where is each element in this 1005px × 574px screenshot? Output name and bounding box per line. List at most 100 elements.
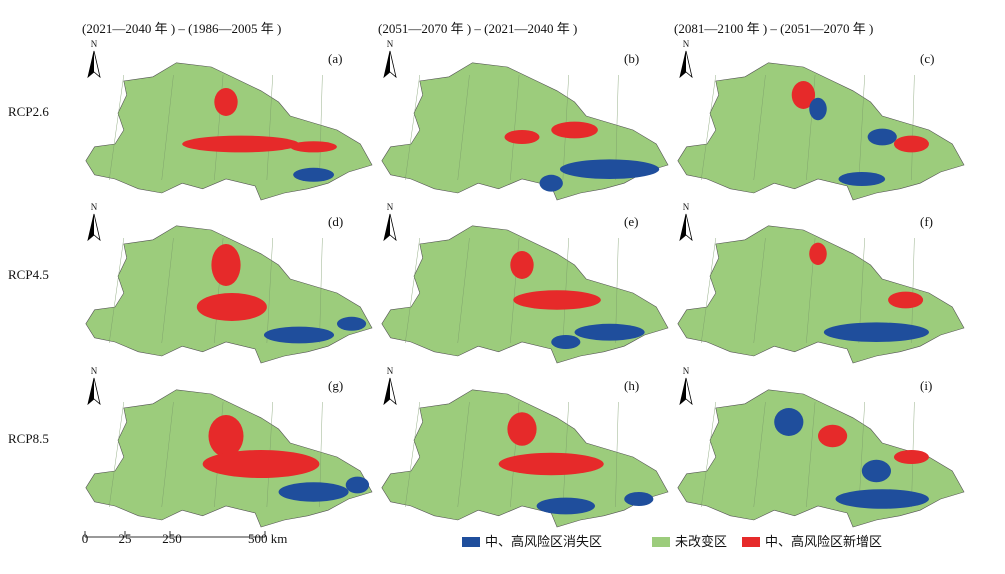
county-border <box>457 401 470 508</box>
county-border <box>161 74 174 181</box>
north-label: N <box>91 202 98 212</box>
map-panel: (g) N <box>85 366 373 528</box>
region <box>85 62 373 201</box>
north-label: N <box>387 202 394 212</box>
risk-lost-area <box>624 492 654 506</box>
county-border <box>161 401 174 508</box>
risk-lost-area <box>278 482 349 502</box>
map-panel: (e) N <box>381 202 669 364</box>
panel-label: (f) <box>920 214 933 229</box>
north-label: N <box>91 39 98 49</box>
county-border <box>753 237 766 344</box>
map-panel: (a) N <box>85 39 373 201</box>
row-label: RCP8.5 <box>8 431 49 446</box>
risk-lost-area <box>336 316 367 331</box>
map-panel: (f) N <box>677 202 965 364</box>
risk-new-area <box>208 415 244 457</box>
panel-label: (g) <box>328 378 343 393</box>
risk-lost-area <box>345 476 370 494</box>
panel-label: (b) <box>624 51 639 66</box>
north-arrow-half <box>384 214 390 240</box>
scale-label: 500 km <box>248 531 287 546</box>
legend-swatch <box>742 537 760 547</box>
legend-label: 中、高风险区消失区 <box>485 534 602 549</box>
risk-lost-area <box>861 459 892 483</box>
legend-swatch <box>462 537 480 547</box>
risk-lost-area <box>809 97 827 121</box>
risk-new-area <box>893 135 929 153</box>
county-border <box>319 237 323 344</box>
north-arrow-half <box>384 51 390 77</box>
risk-new-area <box>214 88 238 116</box>
panel-label: (a) <box>328 51 342 66</box>
scale-label: 25 <box>119 531 132 546</box>
map-panel: (c) N <box>677 39 965 201</box>
panel-label: (h) <box>624 378 639 393</box>
map-panel: (i) N <box>677 366 965 528</box>
risk-lost-area <box>559 159 660 179</box>
north-label: N <box>387 39 394 49</box>
county-border <box>858 74 865 181</box>
risk-new-area <box>202 450 320 478</box>
north-label: N <box>387 366 394 376</box>
risk-new-area <box>791 81 816 109</box>
map-panel: (h) N <box>381 366 669 528</box>
county-border <box>405 401 420 508</box>
county-border <box>266 74 273 181</box>
north-label: N <box>683 39 690 49</box>
county-border <box>753 401 766 508</box>
county-border <box>457 237 470 344</box>
county-border <box>701 401 716 508</box>
north-arrow-half <box>88 378 94 404</box>
county-border <box>109 401 124 508</box>
county-border <box>161 237 174 344</box>
risk-lost-area <box>293 167 335 182</box>
row-label: RCP4.5 <box>8 267 49 282</box>
column-title: (2021—2040 年 ) – (1986—2005 年 ) <box>82 21 281 36</box>
county-border <box>753 74 766 181</box>
risk-new-area <box>211 244 241 286</box>
risk-new-area <box>290 141 337 153</box>
scale-label: 0 <box>82 531 89 546</box>
risk-new-area <box>551 121 598 139</box>
county-border <box>405 237 420 344</box>
risk-new-area <box>498 452 604 476</box>
county-border <box>858 401 865 508</box>
risk-new-area <box>809 242 827 265</box>
county-border <box>457 74 470 181</box>
north-arrow-half <box>384 378 390 404</box>
panel-label: (d) <box>328 214 343 229</box>
county-border <box>266 237 273 344</box>
risk-lost-area <box>574 323 645 341</box>
risk-new-area <box>893 450 929 464</box>
risk-lost-area <box>774 408 804 436</box>
map-panel: (b) N <box>381 39 669 201</box>
north-label: N <box>683 202 690 212</box>
risk-lost-area <box>536 497 595 515</box>
legend-label: 未改变区 <box>675 534 727 549</box>
risk-new-area <box>510 251 534 279</box>
risk-lost-area <box>263 326 335 344</box>
scale-label: 250 <box>162 531 182 546</box>
risk-new-area <box>513 290 601 310</box>
risk-lost-area <box>838 172 886 186</box>
county-border <box>701 74 716 181</box>
legend-swatch <box>652 537 670 547</box>
north-arrow-half <box>88 214 94 240</box>
panel-label: (c) <box>920 51 934 66</box>
risk-lost-area <box>823 322 929 343</box>
panel-label: (e) <box>624 214 638 229</box>
north-label: N <box>91 366 98 376</box>
county-border <box>405 74 420 181</box>
risk-new-area <box>196 293 267 321</box>
county-border <box>510 74 520 181</box>
risk-new-area <box>504 130 540 144</box>
row-label: RCP2.6 <box>8 104 49 119</box>
county-border <box>806 401 816 508</box>
north-arrow-half <box>680 378 686 404</box>
column-title: (2051—2070 年 ) – (2021—2040 年 ) <box>378 21 577 36</box>
column-title: (2081—2100 年 ) – (2051—2070 年 ) <box>674 21 873 36</box>
county-border <box>319 74 323 181</box>
